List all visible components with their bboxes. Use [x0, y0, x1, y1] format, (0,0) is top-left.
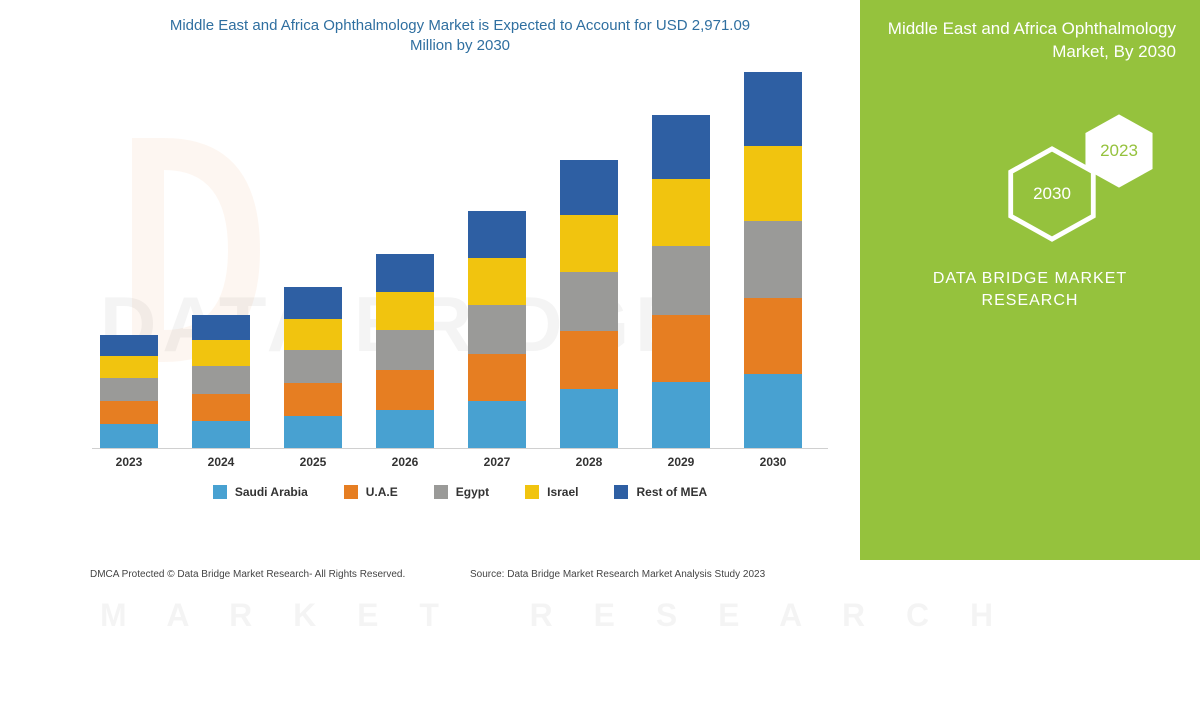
seg-israel — [560, 215, 618, 272]
bar-2030 — [744, 72, 802, 448]
chart-panel: Middle East and Africa Ophthalmology Mar… — [80, 10, 840, 530]
seg-u.a.e — [468, 354, 526, 402]
xlabel: 2027 — [468, 455, 526, 469]
seg-israel — [100, 356, 158, 378]
xlabel: 2029 — [652, 455, 710, 469]
xlabel: 2024 — [192, 455, 250, 469]
legend-item: Egypt — [434, 485, 489, 499]
legend-swatch — [344, 485, 358, 499]
hex-group: 2030 2023 — [884, 94, 1176, 264]
seg-saudi-arabia — [376, 410, 434, 448]
seg-egypt — [100, 378, 158, 401]
legend-swatch — [614, 485, 628, 499]
seg-israel — [192, 340, 250, 366]
legend-label: Egypt — [456, 485, 489, 499]
seg-saudi-arabia — [100, 424, 158, 447]
seg-israel — [284, 319, 342, 351]
seg-egypt — [284, 350, 342, 383]
seg-saudi-arabia — [652, 382, 710, 447]
bar-2029 — [652, 115, 710, 447]
seg-rest-of-mea — [284, 287, 342, 319]
bar-2027 — [468, 211, 526, 447]
seg-u.a.e — [744, 298, 802, 374]
seg-rest-of-mea — [192, 315, 250, 340]
seg-rest-of-mea — [560, 160, 618, 215]
legend-label: U.A.E — [366, 485, 398, 499]
seg-u.a.e — [652, 315, 710, 383]
seg-egypt — [744, 221, 802, 298]
seg-u.a.e — [376, 370, 434, 409]
bar-2026 — [376, 254, 434, 447]
legend-item: U.A.E — [344, 485, 398, 499]
seg-u.a.e — [284, 383, 342, 416]
chart-title: Middle East and Africa Ophthalmology Mar… — [80, 10, 840, 69]
brand-text: DATA BRIDGE MARKET RESEARCH — [884, 268, 1176, 313]
seg-saudi-arabia — [192, 421, 250, 447]
legend-item: Israel — [525, 485, 578, 499]
seg-egypt — [376, 330, 434, 370]
side-title: Middle East and Africa Ophthalmology Mar… — [884, 18, 1176, 64]
footer-source: Source: Data Bridge Market Research Mark… — [470, 569, 765, 580]
bar-2024 — [192, 315, 250, 448]
seg-rest-of-mea — [744, 72, 802, 146]
seg-israel — [744, 146, 802, 221]
seg-u.a.e — [192, 394, 250, 421]
seg-egypt — [652, 246, 710, 315]
legend-label: Saudi Arabia — [235, 485, 308, 499]
seg-saudi-arabia — [744, 374, 802, 448]
seg-egypt — [468, 305, 526, 354]
plot-area — [92, 69, 828, 449]
seg-egypt — [560, 272, 618, 331]
bar-2028 — [560, 160, 618, 447]
x-axis-labels: 2023 2024 2025 2026 2027 2028 2029 2030 — [92, 449, 828, 473]
seg-israel — [468, 258, 526, 306]
xlabel: 2023 — [100, 455, 158, 469]
legend-label: Israel — [547, 485, 578, 499]
xlabel: 2028 — [560, 455, 618, 469]
seg-rest-of-mea — [468, 211, 526, 257]
legend-swatch — [434, 485, 448, 499]
xlabel: 2030 — [744, 455, 802, 469]
seg-israel — [376, 292, 434, 330]
legend-label: Rest of MEA — [636, 485, 707, 499]
seg-rest-of-mea — [376, 254, 434, 292]
seg-israel — [652, 179, 710, 246]
xlabel: 2026 — [376, 455, 434, 469]
bar-2025 — [284, 287, 342, 447]
legend: Saudi Arabia U.A.E Egypt Israel Rest of MEA — [80, 485, 840, 499]
seg-u.a.e — [560, 331, 618, 389]
legend-swatch — [213, 485, 227, 499]
side-panel: Middle East and Africa Ophthalmology Mar… — [860, 0, 1200, 560]
seg-rest-of-mea — [652, 115, 710, 179]
seg-rest-of-mea — [100, 335, 158, 356]
seg-saudi-arabia — [560, 389, 618, 447]
xlabel: 2025 — [284, 455, 342, 469]
bar-2023 — [100, 335, 158, 448]
seg-egypt — [192, 366, 250, 393]
hex-2023: 2023 — [1080, 112, 1158, 190]
seg-saudi-arabia — [468, 401, 526, 447]
seg-u.a.e — [100, 401, 158, 424]
legend-item: Rest of MEA — [614, 485, 707, 499]
seg-saudi-arabia — [284, 416, 342, 448]
legend-item: Saudi Arabia — [213, 485, 308, 499]
legend-swatch — [525, 485, 539, 499]
footer-copyright: DMCA Protected © Data Bridge Market Rese… — [90, 569, 405, 580]
